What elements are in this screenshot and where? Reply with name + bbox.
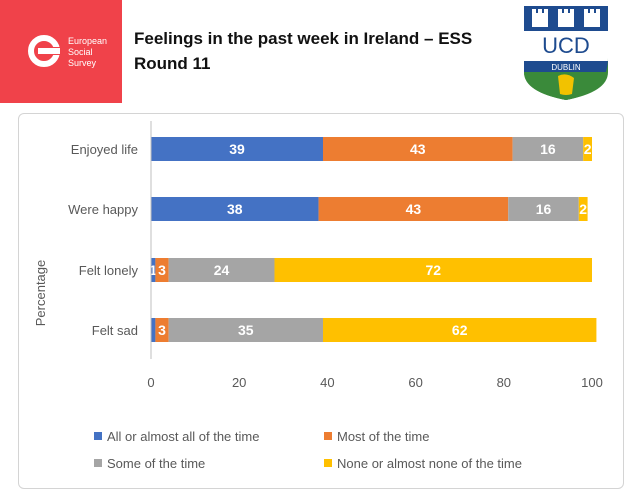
x-tick-label: 80 — [497, 375, 511, 390]
chart-bars: 39 43 16 238 43 16 21 3 24 723 35 62 — [149, 137, 597, 342]
x-tick-label: 40 — [320, 375, 334, 390]
data-label: 43 — [406, 201, 422, 217]
ess-logo-line3: Survey — [68, 58, 97, 68]
data-label: 2 — [579, 201, 587, 217]
legend-swatch — [324, 459, 332, 467]
legend-swatch — [94, 459, 102, 467]
data-label: 16 — [536, 201, 552, 217]
ucd-logo-subtext: DUBLIN — [551, 63, 581, 72]
title-line-1: Feelings in the past week in Ireland – E… — [134, 29, 473, 48]
data-label: 3 — [158, 322, 166, 338]
chart-frame — [18, 113, 624, 489]
legend-label: Some of the time — [107, 456, 205, 471]
bar-segment — [168, 318, 323, 342]
category-label: Felt lonely — [79, 263, 139, 278]
category-label: Were happy — [68, 202, 138, 217]
ess-logo-line1: European — [68, 36, 107, 46]
page-title: Feelings in the past week in Ireland – E… — [134, 26, 494, 76]
legend-swatch — [94, 432, 102, 440]
bar-segment — [151, 197, 319, 221]
data-label: 38 — [227, 201, 243, 217]
bar-segment — [151, 318, 156, 342]
data-label: 43 — [410, 141, 426, 157]
bar-segment — [274, 258, 592, 282]
data-label: 1 — [149, 262, 157, 278]
ucd-logo: UCD DUBLIN — [522, 4, 610, 102]
data-label: 24 — [214, 262, 230, 278]
bar-segment — [151, 258, 156, 282]
legend-swatch — [324, 432, 332, 440]
bar-segment — [508, 197, 579, 221]
legend: All or almost all of the time Most of the… — [94, 429, 522, 471]
harp-icon — [558, 74, 574, 95]
bar-segment — [151, 137, 323, 161]
data-label: 35 — [238, 322, 254, 338]
bar-segment — [155, 258, 169, 282]
bar-segment — [578, 197, 588, 221]
chart: 39 43 16 238 43 16 21 3 24 723 35 62 Enjoyed lifeWe… — [33, 121, 603, 471]
legend-label: All or almost all of the time — [107, 429, 259, 444]
bar-segment — [322, 318, 597, 342]
x-tick-label: 0 — [147, 375, 154, 390]
title-line-2: Round 11 — [134, 54, 211, 73]
data-label: 72 — [425, 262, 441, 278]
data-label: 3 — [158, 262, 166, 278]
bar-segment — [322, 137, 513, 161]
x-tick-label: 20 — [232, 375, 246, 390]
x-axis-ticks: 0 20 40 60 80 100 — [147, 375, 602, 390]
data-label: 16 — [540, 141, 556, 157]
bar-segment — [318, 197, 509, 221]
category-labels: Enjoyed life Were happy Felt lonely Felt sa… — [68, 142, 138, 338]
x-tick-label: 60 — [408, 375, 422, 390]
x-tick-label: 100 — [581, 375, 603, 390]
y-axis-label: Percentage — [33, 260, 48, 327]
legend-label: None or almost none of the time — [337, 456, 522, 471]
ucd-logo-text: UCD — [542, 33, 590, 58]
bar-segment — [168, 258, 275, 282]
bar-segment — [583, 137, 592, 161]
bar-segment — [512, 137, 584, 161]
category-label: Enjoyed life — [71, 142, 138, 157]
data-label: 2 — [584, 141, 592, 157]
data-label: 39 — [229, 141, 245, 157]
category-label: Felt sad — [92, 323, 138, 338]
castle-icons — [532, 9, 600, 27]
ess-logo-line2: Social — [68, 47, 93, 57]
data-label: 62 — [452, 322, 468, 338]
legend-label: Most of the time — [337, 429, 429, 444]
ess-logo: European Social Survey — [0, 0, 122, 103]
bar-segment — [155, 318, 169, 342]
